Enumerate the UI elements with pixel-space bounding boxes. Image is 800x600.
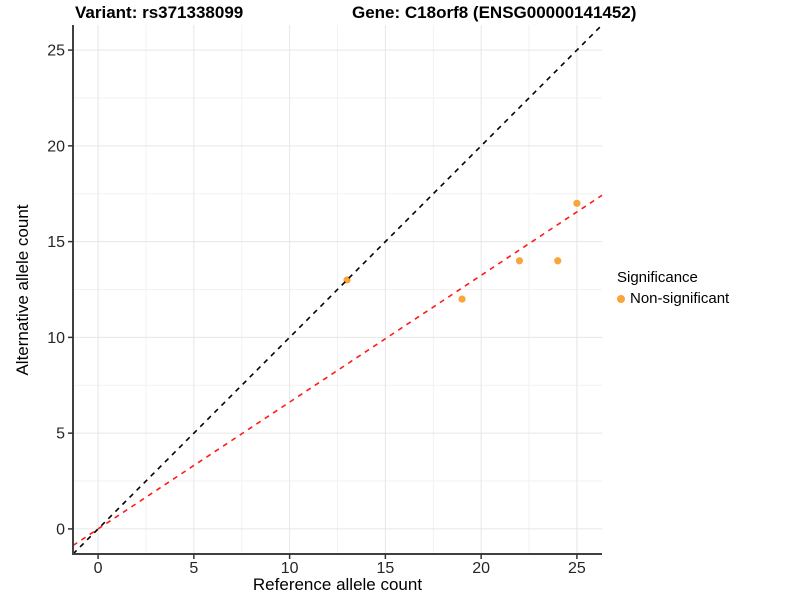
y-tick-label: 10 <box>47 330 65 347</box>
identity-line <box>72 24 603 555</box>
x-tick-label: 0 <box>94 560 103 577</box>
plot-title-variant: Variant: rs371338099 <box>75 3 244 22</box>
y-tick-label: 15 <box>47 234 65 251</box>
data-point <box>515 257 524 265</box>
y-tick-label: 25 <box>47 43 65 60</box>
y-axis-title: Alternative allele count <box>13 204 32 376</box>
point-marker-icon <box>617 294 625 303</box>
y-tick-label: 0 <box>56 521 65 538</box>
legend-item-non-significant: Non-significant <box>617 290 729 307</box>
data-point <box>573 199 581 207</box>
x-tick-label: 15 <box>376 560 394 577</box>
x-tick-label: 20 <box>472 560 490 577</box>
x-tick-label: 25 <box>568 560 586 577</box>
legend-item-label: Non-significant <box>630 290 730 307</box>
data-point <box>554 257 562 265</box>
legend: Significance Non-significant <box>617 269 729 307</box>
x-axis-title: Reference allele count <box>252 575 423 594</box>
x-tick-label: 10 <box>281 560 299 577</box>
data-point <box>458 295 466 303</box>
y-tick-label: 5 <box>56 426 65 443</box>
y-tick-label: 20 <box>47 138 65 155</box>
legend-title: Significance <box>617 269 698 286</box>
plot-title-gene: Gene: C18orf8 (ENSG00000141452) <box>352 3 637 22</box>
x-tick-label: 5 <box>189 560 198 577</box>
